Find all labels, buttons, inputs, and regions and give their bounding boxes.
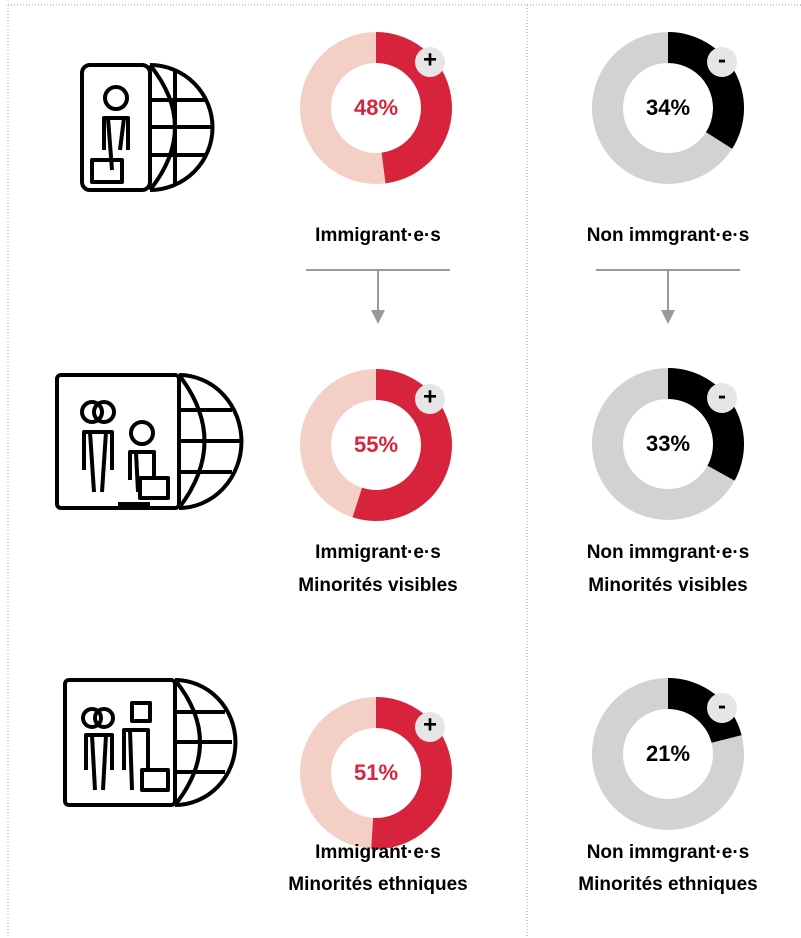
label: Non immgrant·e·s: [587, 842, 750, 863]
value-label: 48%: [354, 95, 398, 120]
badge: [707, 693, 737, 723]
label: Minorités visibles: [588, 575, 747, 596]
value-label: 51%: [354, 760, 398, 785]
badge-sign: +: [423, 383, 437, 410]
badge: [415, 384, 445, 414]
value-label: 34%: [646, 95, 690, 120]
icon-ethnic: [63, 678, 238, 807]
label: Non immgrant·e·s: [587, 542, 750, 563]
badge-sign: -: [718, 692, 726, 719]
value-label: 55%: [354, 432, 398, 457]
badge: [415, 712, 445, 742]
value-label: 33%: [646, 431, 690, 456]
icon-visible: [55, 373, 244, 510]
arrows: [306, 269, 740, 324]
label: Minorités ethniques: [578, 874, 757, 895]
donut-segment: [668, 678, 742, 743]
badge: [707, 383, 737, 413]
label: Immigrant·e·s: [315, 842, 441, 863]
label: Immigrant·e·s: [315, 225, 441, 246]
label: Minorités visibles: [298, 575, 457, 596]
frame: [7, 4, 801, 938]
badge-sign: -: [718, 46, 726, 73]
badge: [707, 47, 737, 77]
icon-immigrant: [80, 63, 215, 192]
badge-sign: +: [423, 46, 437, 73]
label: Minorités ethniques: [288, 874, 467, 895]
badge-sign: +: [423, 711, 437, 738]
badge-sign: -: [718, 382, 726, 409]
value-label: 21%: [646, 741, 690, 766]
label: Immigrant·e·s: [315, 542, 441, 563]
badge: [415, 47, 445, 77]
label: Non immgrant·e·s: [587, 225, 750, 246]
donut-segment: [668, 367, 744, 481]
donut-segment: [668, 32, 744, 149]
